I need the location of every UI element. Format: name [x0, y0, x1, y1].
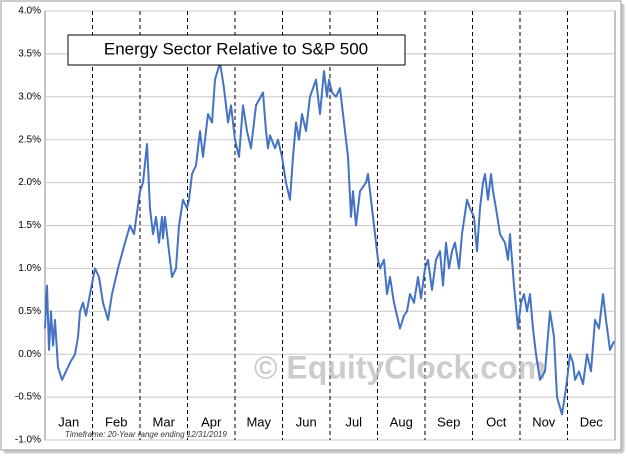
y-tick-label: 1.5%: [18, 220, 41, 231]
y-tick-label: 2.0%: [18, 177, 41, 188]
x-tick-label: Sep: [437, 414, 460, 429]
y-tick-label: 4.0%: [18, 6, 41, 17]
y-tick-label: 3.5%: [18, 49, 41, 60]
y-tick-label: 0.5%: [18, 306, 41, 317]
x-tick-label: Apr: [201, 414, 222, 429]
x-tick-label: Feb: [105, 414, 127, 429]
chart-title: Energy Sector Relative to S&P 500: [104, 39, 368, 58]
x-tick-label: May: [246, 414, 271, 429]
footnote: Timeframe: 20-Year range ending 12/31/20…: [65, 430, 227, 439]
x-tick-label: Oct: [486, 414, 507, 429]
x-tick-label: Aug: [390, 414, 413, 429]
y-tick-label: 3.0%: [18, 91, 41, 102]
y-tick-label: 0.0%: [18, 349, 41, 360]
x-tick-label: Nov: [532, 414, 556, 429]
x-tick-label: Dec: [580, 414, 604, 429]
x-tick-label: Jun: [296, 414, 317, 429]
x-tick-label: Jul: [345, 414, 362, 429]
y-tick-label: 2.5%: [18, 134, 41, 145]
watermark: © EquityClock.com: [254, 349, 546, 385]
title-box: [67, 34, 406, 66]
y-tick-label: 1.0%: [18, 263, 41, 274]
y-tick-label: -0.5%: [15, 392, 41, 403]
x-tick-label: Jan: [58, 414, 79, 429]
line-series: [44, 61, 615, 416]
y-tick-label: -1.0%: [15, 435, 41, 446]
x-tick-label: Mar: [153, 414, 176, 429]
